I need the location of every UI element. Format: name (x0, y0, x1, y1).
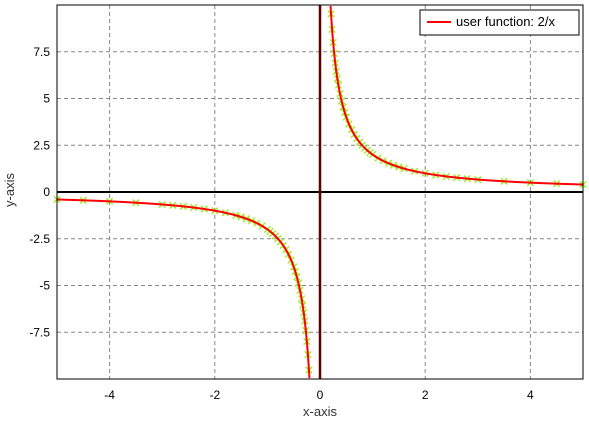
legend-label: user function: 2/x (456, 14, 555, 29)
x-axis-label: x-axis (303, 404, 337, 419)
y-tick-label: -7.5 (29, 325, 50, 339)
x-tick-label: 4 (527, 388, 534, 402)
y-tick-label: 0 (43, 185, 50, 199)
y-axis-label: y-axis (2, 173, 17, 207)
tick-labels: -4 -2 0 2 4 -7.5 -5 -2.5 0 2.5 5 7.5 (29, 45, 534, 402)
y-tick-label: 5 (43, 92, 50, 106)
legend: user function: 2/x (419, 9, 580, 36)
y-tick-label: -5 (39, 279, 50, 293)
x-tick-label: -4 (104, 388, 115, 402)
y-tick-label: 7.5 (33, 45, 50, 59)
series-layer (53, 5, 587, 379)
y-tick-label: -2.5 (29, 232, 50, 246)
x-tick-label: 2 (422, 388, 429, 402)
x-tick-label: 0 (317, 388, 324, 402)
plot-frame (56, 4, 584, 380)
y-tick-label: 2.5 (33, 138, 50, 152)
function-curve-left (56, 198, 311, 379)
axes-layer (57, 5, 583, 379)
x-tick-label: -2 (209, 388, 220, 402)
function-curve-right (329, 5, 584, 186)
